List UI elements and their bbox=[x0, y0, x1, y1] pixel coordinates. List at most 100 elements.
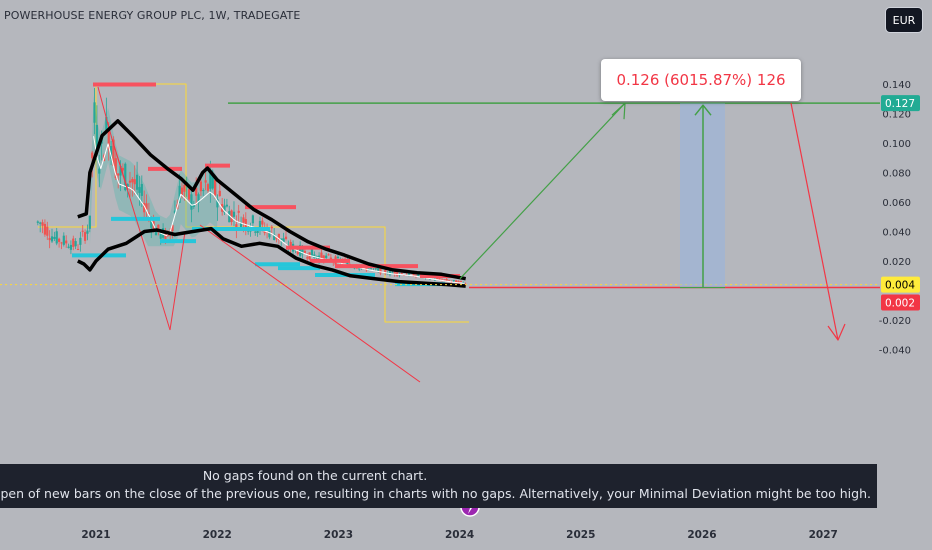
upper-envelope-line bbox=[77, 119, 467, 281]
candle-body bbox=[346, 260, 349, 267]
candle-body bbox=[377, 267, 380, 271]
candle-body bbox=[74, 241, 77, 247]
candle-body bbox=[109, 146, 113, 159]
candle-body bbox=[119, 165, 122, 176]
candle-body bbox=[150, 221, 153, 228]
candle-body bbox=[53, 236, 56, 239]
candle-body bbox=[187, 189, 191, 200]
candle-body bbox=[204, 180, 207, 183]
candle-body bbox=[230, 210, 233, 223]
candle-body bbox=[374, 268, 377, 270]
x-tick-label: 2021 bbox=[81, 529, 110, 541]
candle-body bbox=[277, 233, 280, 241]
candle-body bbox=[296, 250, 299, 255]
x-tick-label: 2023 bbox=[324, 529, 353, 541]
candle-body bbox=[386, 273, 389, 275]
candle-body bbox=[60, 242, 63, 244]
candle-body bbox=[98, 168, 101, 174]
candle-body bbox=[55, 231, 58, 244]
candle-body bbox=[72, 238, 75, 247]
candle-body bbox=[159, 230, 162, 239]
projection-down-arrowhead bbox=[827, 323, 846, 341]
x-tick-label: 2025 bbox=[566, 529, 595, 541]
candle-body bbox=[216, 199, 219, 208]
candle-body bbox=[81, 230, 84, 232]
x-tick-label: 2026 bbox=[687, 529, 716, 541]
candle-body bbox=[62, 235, 65, 245]
candle-body bbox=[237, 210, 240, 213]
currency-button[interactable]: EUR bbox=[885, 7, 923, 33]
candle-body bbox=[128, 180, 132, 183]
candle-body bbox=[197, 194, 200, 203]
candle-body bbox=[43, 223, 47, 235]
candle-body bbox=[173, 210, 177, 213]
candle-body bbox=[306, 257, 309, 259]
candle-body bbox=[213, 179, 217, 196]
candle-body bbox=[93, 102, 96, 123]
candle-body bbox=[69, 244, 73, 250]
candle-body bbox=[145, 203, 148, 210]
price-label-box bbox=[881, 95, 920, 112]
candle-body bbox=[225, 204, 228, 207]
candle-body bbox=[206, 184, 210, 191]
candle-body bbox=[299, 244, 302, 257]
candle-body bbox=[242, 217, 245, 223]
candle-body bbox=[223, 205, 226, 213]
candle-body bbox=[445, 279, 448, 281]
candle-body bbox=[41, 222, 44, 226]
candle-body bbox=[190, 194, 193, 210]
candle-body bbox=[147, 212, 151, 215]
candle-body bbox=[178, 185, 181, 203]
price-label-text: 0.127 bbox=[885, 98, 915, 110]
notice-line-1: No gaps found on the current chart. bbox=[202, 468, 428, 483]
candle-body bbox=[112, 139, 115, 166]
candle-body bbox=[282, 238, 285, 243]
candle-body bbox=[140, 183, 143, 196]
candle-body bbox=[336, 256, 340, 259]
x-tick-label: 2027 bbox=[809, 529, 838, 541]
y-tick-label: 0.080 bbox=[882, 169, 911, 180]
candle-body bbox=[117, 173, 120, 176]
candle-body bbox=[114, 158, 117, 178]
y-tick-label: -0.040 bbox=[879, 346, 911, 357]
candle-body bbox=[138, 187, 141, 193]
projection-up-arrow bbox=[459, 102, 626, 280]
y-tick-label: 0.140 bbox=[882, 80, 911, 91]
candle-body bbox=[67, 246, 70, 248]
x-tick-label: 2022 bbox=[203, 529, 232, 541]
candle-body bbox=[244, 219, 247, 229]
price-label-text: 0.002 bbox=[885, 298, 915, 310]
candle-body bbox=[209, 172, 212, 189]
candle-body bbox=[270, 226, 273, 229]
candle-body bbox=[133, 179, 136, 185]
candle-body bbox=[183, 184, 186, 192]
candle-body bbox=[325, 255, 328, 258]
candle-body bbox=[412, 272, 415, 277]
y-tick-label: 0.040 bbox=[882, 228, 911, 239]
candle-body bbox=[384, 269, 387, 273]
candle-body bbox=[438, 278, 441, 280]
candle-body bbox=[180, 187, 184, 196]
candle-body bbox=[284, 236, 288, 239]
candle-body bbox=[86, 230, 89, 234]
notice-line-2: s align the open of new bars on the clos… bbox=[0, 486, 871, 501]
candle-body bbox=[228, 211, 231, 223]
indicator-cloud bbox=[89, 95, 218, 247]
candle-body bbox=[261, 220, 264, 225]
candle-body bbox=[417, 273, 420, 276]
candle-body bbox=[121, 167, 125, 171]
candle-body bbox=[65, 240, 68, 244]
trendline-red bbox=[199, 224, 421, 383]
yellow-step-line bbox=[38, 83, 469, 323]
y-tick-label: 0.100 bbox=[882, 139, 911, 150]
candle-body bbox=[171, 224, 174, 231]
candle-body bbox=[258, 220, 262, 231]
candle-body bbox=[126, 183, 129, 188]
candle-body bbox=[39, 222, 42, 224]
candle-body bbox=[157, 224, 160, 233]
candle-body bbox=[443, 279, 446, 281]
candle-body bbox=[358, 268, 361, 270]
candle-body bbox=[88, 215, 91, 229]
